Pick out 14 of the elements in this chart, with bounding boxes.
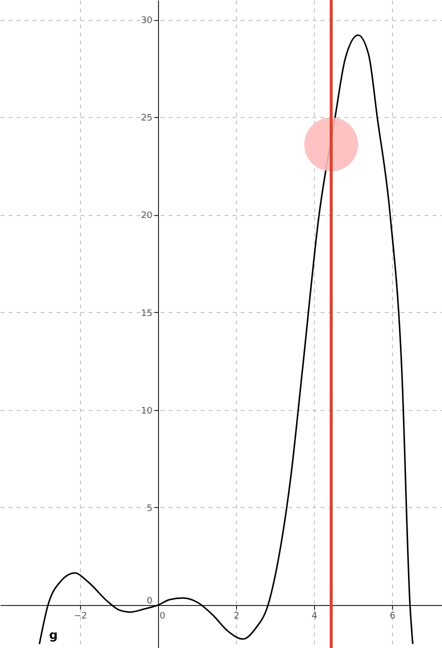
y-tick-label: 10 (141, 406, 153, 416)
x-tick-label: 2 (234, 612, 240, 622)
x-tick-label: 0 (160, 612, 166, 622)
x-tick-label: 6 (390, 612, 396, 622)
series-label: g (49, 628, 58, 642)
y-tick-label: 5 (146, 504, 152, 514)
y-tick-label: 0 (146, 596, 153, 607)
y-tick-label: 25 (141, 114, 152, 124)
x-tick-label: −2 (74, 612, 88, 622)
y-tick-label: 15 (141, 308, 152, 319)
y-tick-label: 30 (141, 16, 153, 26)
x-tick-label: 4 (312, 612, 318, 622)
line-series (38, 34, 414, 645)
y-tick-label: 20 (141, 211, 153, 222)
